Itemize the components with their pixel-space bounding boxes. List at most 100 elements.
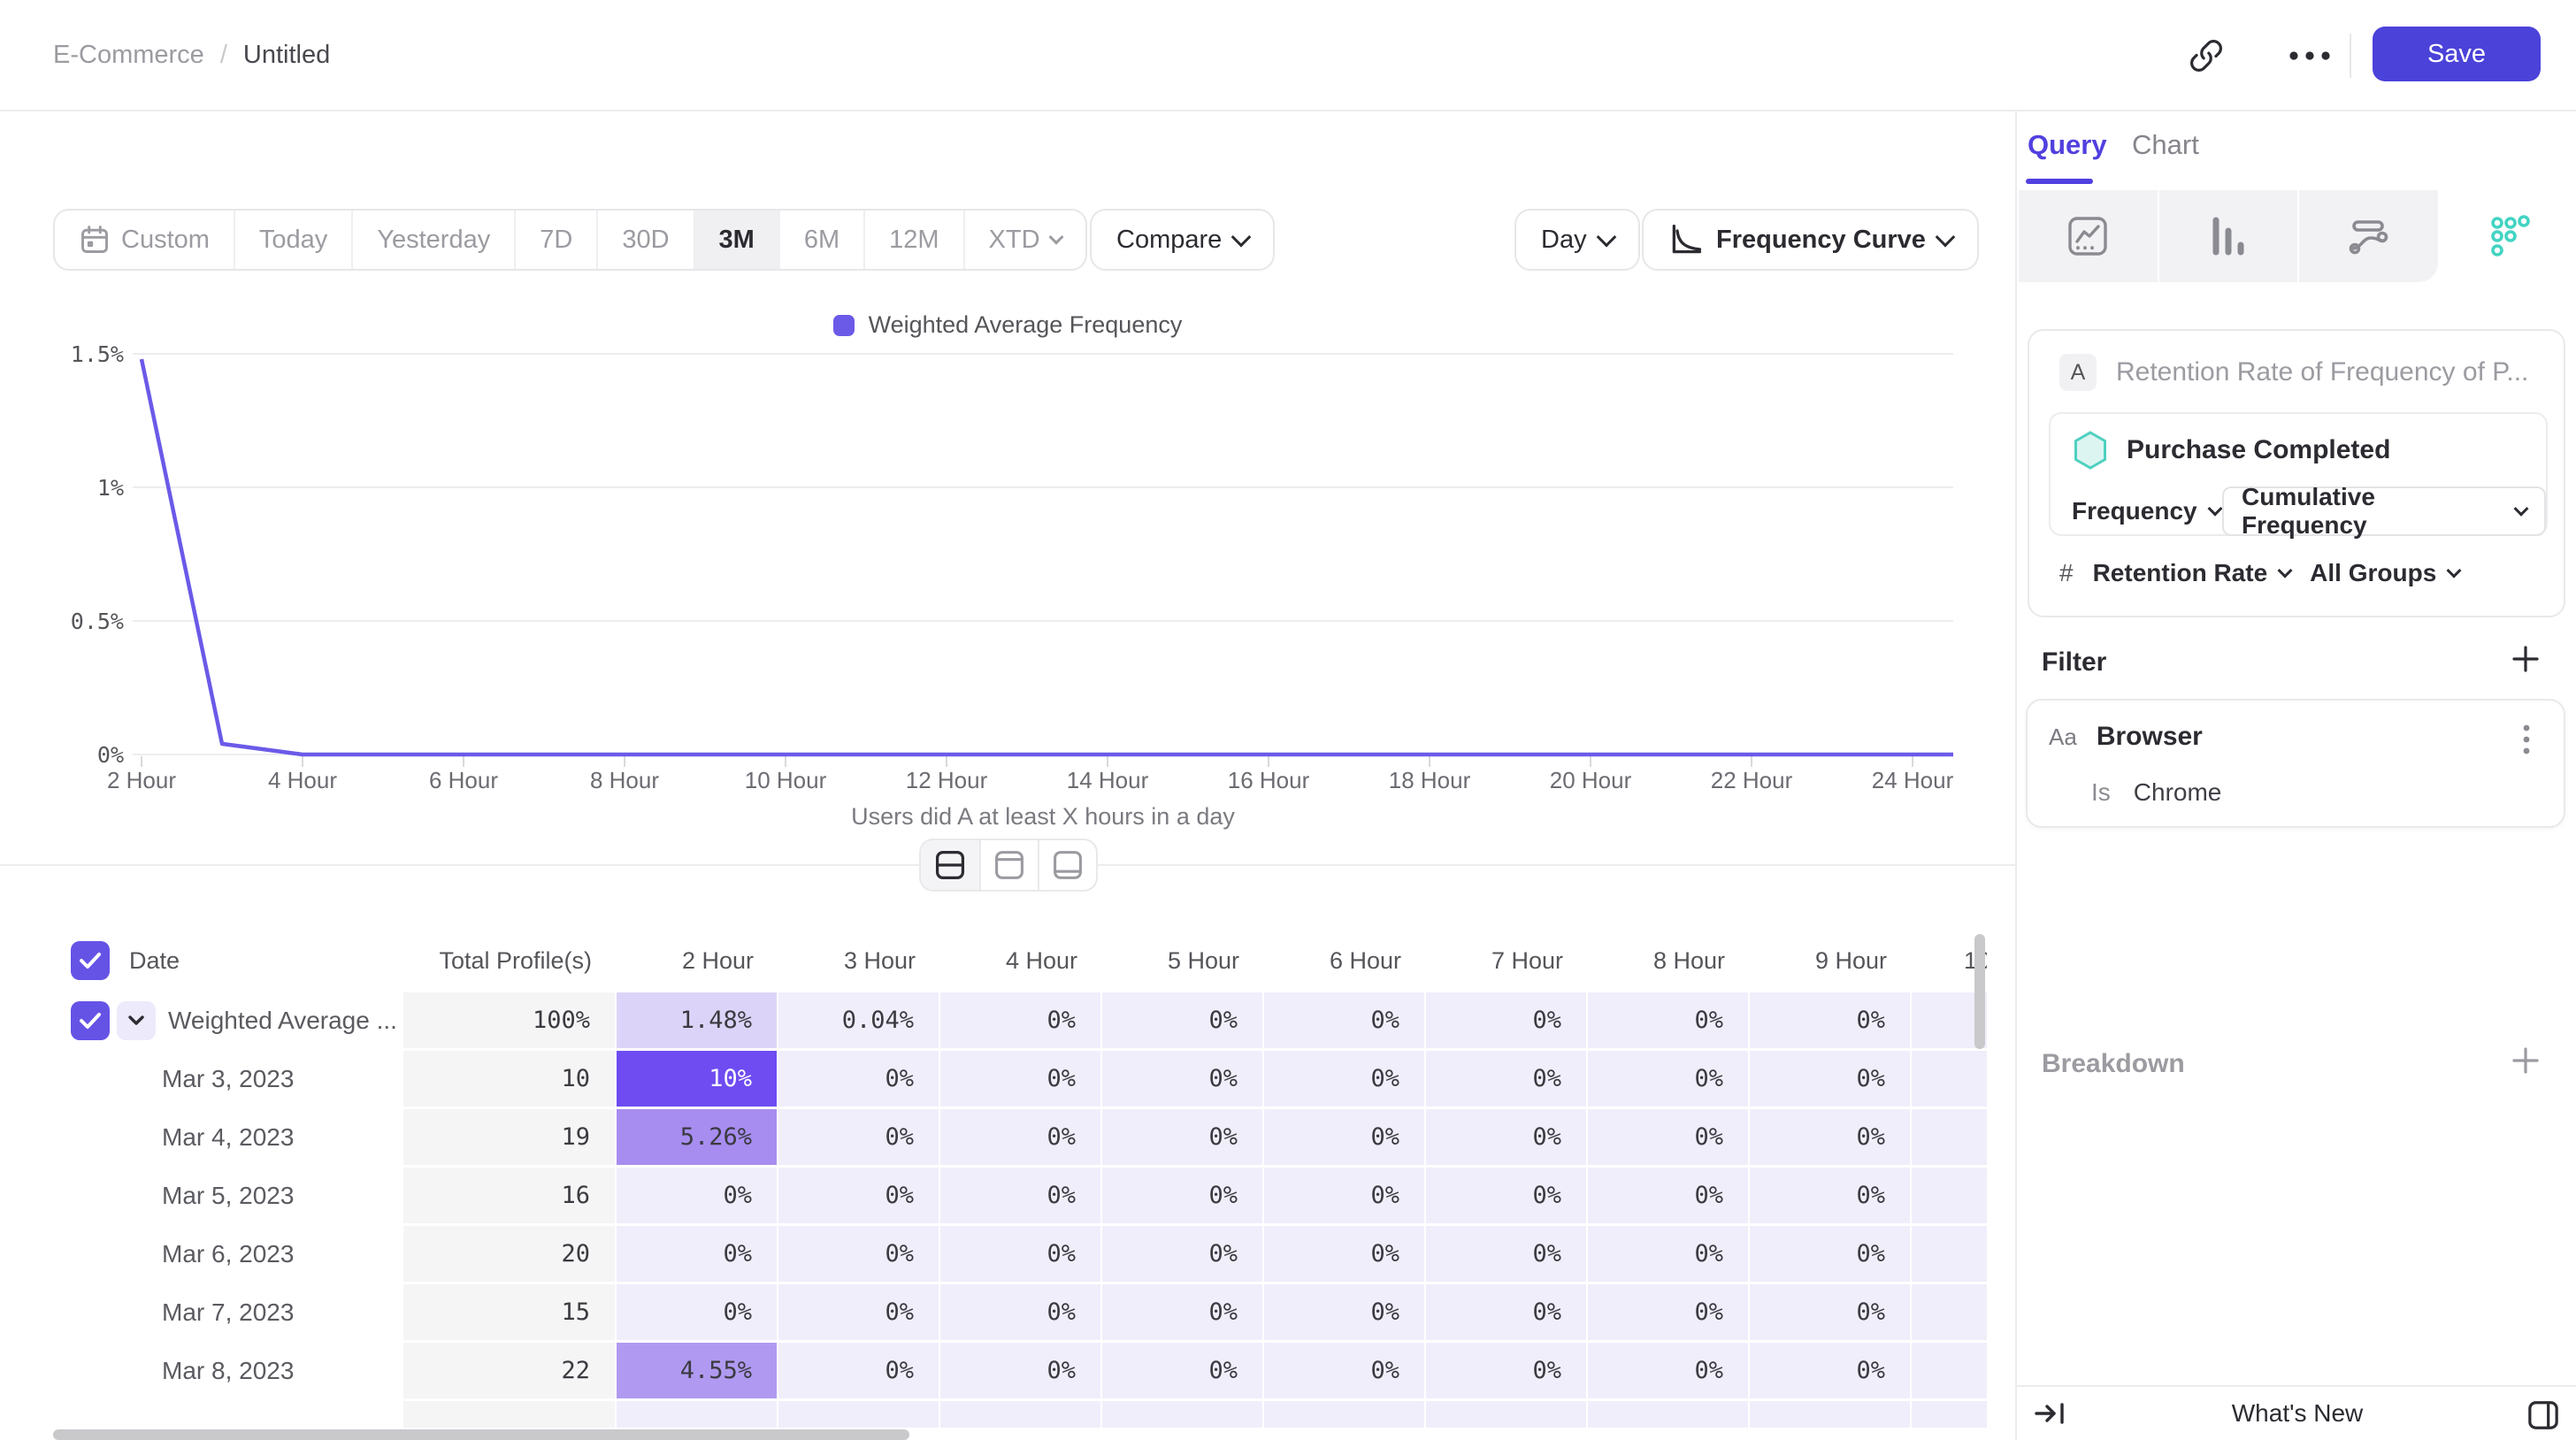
cell-retention-value: 0% bbox=[1588, 1051, 1750, 1107]
frequency-dropdown[interactable]: Frequency bbox=[2072, 486, 2223, 536]
cell-retention-value: 0% bbox=[1102, 1226, 1264, 1282]
filter-heading: Filter bbox=[2042, 647, 2107, 677]
step-title[interactable]: Retention Rate of Frequency of P... bbox=[2116, 357, 2529, 387]
cell-retention-value: 0% bbox=[1102, 1343, 1264, 1398]
table-row: Weighted Average ... 100% 1.48% 0.04% 0% 0% 0%… bbox=[53, 992, 1987, 1048]
filter-value[interactable]: Chrome bbox=[2133, 778, 2222, 806]
legend-item[interactable]: Weighted Average Frequency bbox=[832, 311, 1183, 339]
column-header: Total Profile(s) bbox=[439, 946, 592, 974]
cell-retention-value: 1.48% bbox=[617, 992, 778, 1048]
y-axis-tick-label: 0.5% bbox=[71, 609, 124, 634]
x-axis-tick-label: 8 Hour bbox=[590, 767, 659, 793]
measure-row: # Retention Rate All Groups bbox=[2059, 559, 2462, 587]
legend-label: Weighted Average Frequency bbox=[868, 311, 1183, 338]
panel-layout-button[interactable] bbox=[2526, 1399, 2560, 1431]
groups-value: All Groups bbox=[2310, 559, 2437, 586]
select-all-checkbox[interactable] bbox=[71, 941, 110, 980]
y-axis-tick-label: 1.5% bbox=[71, 341, 124, 367]
cell-retention-value: 0% bbox=[1588, 1109, 1750, 1165]
expand-row-button[interactable] bbox=[117, 1000, 156, 1040]
filter-card: Aa Browser Is Chrome bbox=[2026, 699, 2565, 828]
column-header: 6 Hour bbox=[1329, 946, 1401, 974]
collapse-panel-button[interactable] bbox=[2033, 1398, 2068, 1429]
date-range-label: 7D bbox=[540, 225, 573, 254]
tab-query[interactable]: Query bbox=[2028, 129, 2107, 160]
column-header: 2 Hour bbox=[681, 946, 754, 974]
more-options-button[interactable] bbox=[2281, 35, 2339, 76]
cell-total-profiles bbox=[403, 1401, 617, 1428]
date-range-30d[interactable]: 30D bbox=[596, 211, 693, 269]
column-header: 9 Hour bbox=[1814, 946, 1887, 974]
date-range-custom[interactable]: Custom bbox=[55, 211, 234, 269]
cell-retention-value: 0% bbox=[1750, 1168, 1912, 1223]
cell-total-profiles: 16 bbox=[403, 1168, 617, 1223]
cell-retention-value: 0% bbox=[1264, 1109, 1426, 1165]
row-label: Mar 6, 2023 bbox=[162, 1239, 295, 1268]
save-button[interactable]: Save bbox=[2373, 27, 2541, 81]
chart-type-bar[interactable] bbox=[2157, 190, 2297, 282]
x-axis-tick-label: 22 Hour bbox=[1711, 767, 1793, 793]
compare-button[interactable]: Compare bbox=[1090, 209, 1276, 271]
x-axis-tick-label: 12 Hour bbox=[906, 767, 988, 793]
y-axis-tick-label: 0% bbox=[97, 742, 124, 768]
cell-retention-value bbox=[1912, 992, 1987, 1048]
chevron-down-icon bbox=[2446, 563, 2462, 578]
add-filter-button[interactable] bbox=[2511, 644, 2541, 674]
layout-split-view-button[interactable] bbox=[921, 840, 979, 890]
date-range-today[interactable]: Today bbox=[233, 211, 351, 269]
cell-total-profiles: 19 bbox=[403, 1109, 617, 1165]
cell-retention-value: 0% bbox=[1588, 1343, 1750, 1398]
string-property-icon: Aa bbox=[2049, 723, 2077, 750]
cell-retention-value: 0% bbox=[1426, 1051, 1588, 1107]
whats-new-link[interactable]: What's New bbox=[2231, 1399, 2364, 1427]
cell-retention-value: 0.04% bbox=[778, 992, 940, 1048]
cell-retention-value: 0% bbox=[778, 1109, 940, 1165]
row-checkbox[interactable] bbox=[71, 1000, 110, 1040]
layout-chart-only-button[interactable] bbox=[979, 840, 1038, 890]
cell-retention-value bbox=[940, 1401, 1102, 1428]
chart-type-retention[interactable] bbox=[2437, 190, 2576, 282]
cell-retention-value: 0% bbox=[778, 1343, 940, 1398]
measure-dropdown[interactable]: Retention Rate bbox=[2093, 559, 2293, 587]
cell-retention-value: 10% bbox=[617, 1051, 778, 1107]
copy-link-button[interactable] bbox=[2181, 35, 2231, 76]
table-row: Mar 5, 2023 16 0% 0% 0% 0% 0% 0% 0% 0% bbox=[53, 1168, 1987, 1223]
cell-retention-value: 0% bbox=[1426, 1226, 1588, 1282]
cell-retention-value: 0% bbox=[778, 1226, 940, 1282]
breadcrumb-project[interactable]: E-Commerce bbox=[53, 40, 204, 69]
filter-condition-row: Is Chrome bbox=[2091, 778, 2221, 807]
filter-operator[interactable]: Is bbox=[2091, 778, 2111, 806]
tab-chart[interactable]: Chart bbox=[2132, 129, 2199, 160]
x-axis-tick-label: 18 Hour bbox=[1389, 767, 1471, 793]
date-range-7d[interactable]: 7D bbox=[514, 211, 596, 269]
granularity-dropdown[interactable]: Day bbox=[1514, 209, 1640, 271]
cell-retention-value: 0% bbox=[778, 1284, 940, 1340]
date-range-3m[interactable]: 3M bbox=[693, 211, 778, 269]
groups-dropdown[interactable]: All Groups bbox=[2310, 559, 2462, 587]
breadcrumb-report-title[interactable]: Untitled bbox=[242, 40, 331, 69]
date-range-yesterday[interactable]: Yesterday bbox=[351, 211, 514, 269]
table-horizontal-scrollbar[interactable] bbox=[53, 1429, 909, 1440]
table-vertical-scrollbar[interactable] bbox=[1974, 934, 1985, 1049]
date-range-xtd[interactable]: XTD bbox=[962, 211, 1085, 269]
table-row: Mar 6, 2023 20 0% 0% 0% 0% 0% 0% 0% 0% bbox=[53, 1226, 1987, 1282]
date-range-label: 3M bbox=[718, 225, 755, 254]
chart-type-insights[interactable] bbox=[2019, 190, 2158, 282]
filter-menu-button[interactable] bbox=[2509, 722, 2544, 757]
date-range-12m[interactable]: 12M bbox=[863, 211, 962, 269]
filter-property[interactable]: Browser bbox=[2096, 722, 2203, 751]
layout-table-only-button[interactable] bbox=[1038, 840, 1096, 890]
chart-style-dropdown[interactable]: Frequency Curve bbox=[1642, 209, 1979, 271]
date-range-6m[interactable]: 6M bbox=[778, 211, 863, 269]
add-breakdown-button[interactable] bbox=[2511, 1046, 2541, 1076]
insights-line-chart-icon bbox=[2066, 215, 2109, 257]
cell-total-profiles: 20 bbox=[403, 1226, 617, 1282]
chart-style-label: Frequency Curve bbox=[1716, 225, 1926, 254]
event-selector[interactable]: Purchase Completed bbox=[2072, 430, 2390, 471]
table-row: Mar 3, 2023 10 10% 0% 0% 0% 0% 0% 0% 0% bbox=[53, 1051, 1987, 1107]
chart-type-flows[interactable] bbox=[2297, 190, 2438, 282]
row-label: Weighted Average ... bbox=[168, 1006, 397, 1034]
cell-retention-value bbox=[617, 1401, 778, 1428]
cell-retention-value: 0% bbox=[1102, 1109, 1264, 1165]
frequency-type-dropdown[interactable]: Cumulative Frequency bbox=[2222, 483, 2546, 539]
